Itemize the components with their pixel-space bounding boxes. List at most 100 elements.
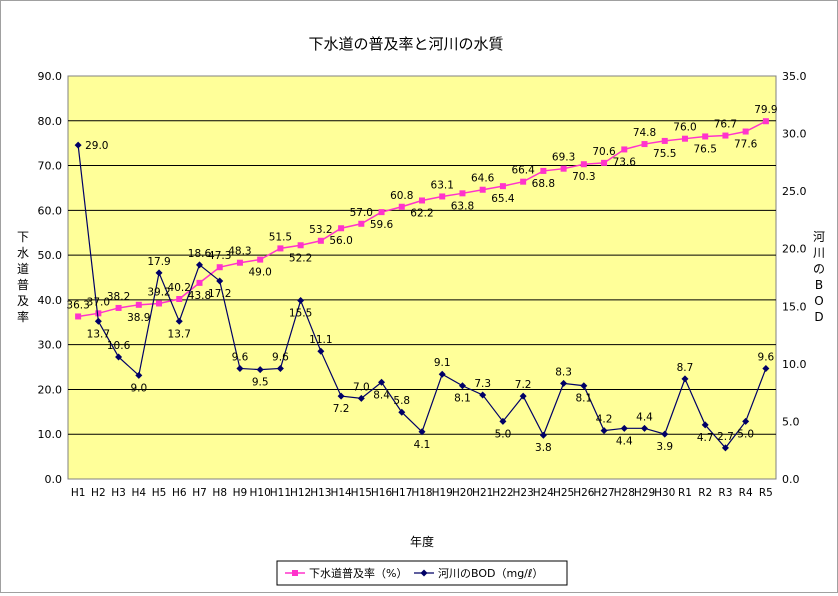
plot-area — [67, 75, 777, 480]
sewer-coverage-point — [520, 178, 527, 185]
bod-label: 7.2 — [515, 379, 532, 391]
bod-label: 5.0 — [737, 428, 754, 440]
bod-label: 9.5 — [252, 377, 269, 389]
bod-point — [276, 364, 284, 372]
sewer-coverage-label: 79.9 — [754, 104, 777, 116]
left-tick-label: 10.0 — [38, 428, 63, 441]
left-tick-label: 60.0 — [38, 204, 63, 217]
left-tick-label: 90.0 — [38, 70, 63, 83]
chart-title: 下水道の普及率と河川の水質 — [308, 35, 503, 53]
right-tick-label: 0.0 — [782, 473, 800, 486]
sewer-coverage-label: 75.5 — [653, 148, 676, 160]
right-tick-label: 15.0 — [782, 300, 807, 313]
sewer-coverage-label: 40.2 — [168, 282, 191, 294]
right-axis-label-char: O — [814, 294, 823, 308]
bod-point — [337, 392, 345, 400]
sewer-coverage-label: 70.3 — [572, 171, 595, 183]
sewer-coverage-point — [75, 313, 82, 320]
right-tick-label: 5.0 — [782, 415, 800, 428]
bod-point — [317, 347, 325, 355]
x-tick-label: R4 — [739, 487, 753, 499]
bod-label: 9.1 — [434, 357, 451, 369]
bod-point — [216, 277, 224, 285]
left-axis-label-char: 道 — [17, 262, 29, 276]
left-axis-label-char: 水 — [17, 246, 29, 260]
x-tick-label: H12 — [290, 487, 311, 499]
bod-label: 9.6 — [232, 351, 249, 363]
right-axis-label-char: D — [814, 310, 823, 324]
x-tick-label: H10 — [250, 487, 271, 499]
x-tick-label: R2 — [698, 487, 712, 499]
x-tick-label: H25 — [553, 487, 574, 499]
sewer-coverage-label: 47.3 — [208, 250, 231, 262]
bod-label: 10.6 — [107, 340, 131, 352]
sewer-coverage-label: 49.0 — [248, 267, 271, 279]
bod-label: 7.3 — [474, 378, 491, 390]
x-tick-label: H5 — [152, 487, 167, 499]
left-tick-label: 0.0 — [45, 473, 63, 486]
left-tick-label: 80.0 — [38, 115, 63, 128]
left-tick-label: 20.0 — [38, 383, 63, 396]
sewer-coverage-point — [156, 300, 163, 307]
x-tick-label: H23 — [513, 487, 534, 499]
left-axis-label-char: 下 — [17, 230, 29, 244]
bod-point — [701, 421, 709, 429]
sewer-coverage-point — [95, 310, 102, 317]
sewer-coverage-point — [216, 264, 223, 271]
bod-point — [681, 375, 689, 383]
right-tick-label: 30.0 — [782, 128, 807, 141]
bod-point — [195, 261, 203, 269]
sewer-coverage-label: 53.2 — [309, 224, 332, 236]
bod-point — [641, 424, 649, 432]
sewer-coverage-label: 59.6 — [370, 219, 394, 231]
sewer-coverage-point — [277, 245, 284, 252]
sewer-coverage-label: 38.9 — [127, 312, 150, 324]
sewer-coverage-label: 76.7 — [714, 119, 737, 131]
sewer-coverage-point — [439, 193, 446, 200]
bod-label: 29.0 — [85, 140, 108, 152]
sewer-coverage-point — [378, 209, 385, 216]
sewer-coverage-point — [135, 301, 142, 308]
right-axis-label: 河川のBOD — [813, 230, 825, 324]
x-axis-ticks: H1 H2 H3 H4 H5 H6 H7 H8 H9 H10H11H12H13H14H15H16H… — [71, 487, 773, 499]
sewer-coverage-point — [560, 165, 567, 172]
sewer-coverage-label: 77.6 — [734, 139, 758, 151]
bod-point — [519, 392, 527, 400]
sewer-coverage-point — [540, 167, 547, 174]
right-tick-label: 25.0 — [782, 185, 807, 198]
x-tick-label: H20 — [452, 487, 473, 499]
sewer-coverage-point — [580, 161, 587, 168]
left-axis-label-char: 普 — [17, 278, 29, 292]
bod-point — [256, 366, 264, 374]
sewer-coverage-point — [479, 186, 486, 193]
sewer-coverage-label: 48.3 — [228, 246, 251, 258]
bod-point — [297, 297, 305, 305]
sewer-coverage-point — [338, 225, 345, 232]
legend-label-bod: 河川のBOD（mg/ℓ） — [438, 567, 543, 580]
sewer-coverage-label: 70.6 — [592, 146, 616, 158]
sewer-coverage-point — [419, 197, 425, 204]
sewer-coverage-point — [459, 190, 466, 197]
bod-label: 3.8 — [535, 442, 552, 454]
x-tick-label: H15 — [351, 487, 372, 499]
sewer-coverage-label: 65.4 — [491, 193, 515, 205]
bod-label: 4.4 — [616, 435, 633, 447]
right-axis-label-char: 川 — [813, 246, 825, 260]
x-tick-label: H19 — [432, 487, 453, 499]
left-axis-label: 下水道普及率 — [17, 230, 29, 324]
sewer-coverage-label: 39.2 — [147, 286, 170, 298]
bod-point — [620, 424, 628, 432]
bod-point — [398, 408, 406, 416]
left-axis-label-char: 率 — [17, 309, 29, 324]
legend-marker-bod — [420, 569, 428, 577]
sewer-coverage-label: 76.0 — [673, 122, 696, 134]
bod-point — [762, 364, 770, 372]
x-tick-label: H13 — [310, 487, 331, 499]
left-tick-label: 40.0 — [38, 294, 63, 307]
legend-marker-sewer — [292, 570, 298, 576]
sewer-coverage-point — [742, 128, 749, 135]
sewer-coverage-label: 73.6 — [613, 156, 637, 168]
sewer-coverage-label: 66.4 — [511, 165, 535, 177]
left-tick-label: 70.0 — [38, 160, 63, 173]
bod-label: 17.2 — [208, 288, 231, 300]
